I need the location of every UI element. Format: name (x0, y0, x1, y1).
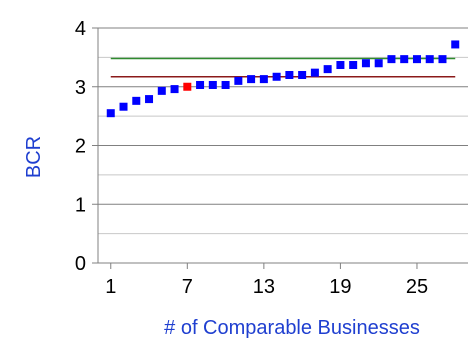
data-point (221, 80, 230, 89)
data-point (132, 96, 141, 105)
data-point (259, 75, 268, 84)
axes (92, 27, 468, 269)
data-point (247, 75, 256, 84)
data-point (336, 61, 345, 70)
x-tick-label: 19 (329, 276, 351, 298)
x-tick-label: 7 (182, 276, 193, 298)
x-tick-label: 1 (105, 276, 116, 298)
y-axis-title: BCR (23, 136, 45, 178)
y-tick-label: 2 (75, 136, 86, 158)
y-tick-label: 0 (75, 253, 86, 275)
data-points (106, 40, 460, 118)
data-point (400, 55, 409, 64)
data-point (451, 40, 460, 49)
highlighted-data-point (183, 82, 192, 91)
x-tick-label: 13 (253, 276, 275, 298)
data-point (412, 55, 421, 64)
data-point (196, 80, 205, 89)
data-point (285, 71, 294, 79)
data-point (425, 55, 434, 64)
data-point (361, 59, 370, 68)
data-point (170, 85, 179, 94)
gridlines (98, 27, 468, 235)
data-point (298, 71, 307, 79)
x-tick-label: 25 (406, 276, 428, 298)
y-tick-label: 4 (75, 18, 86, 40)
data-point (119, 102, 128, 111)
data-point (234, 76, 243, 85)
data-point (349, 61, 358, 70)
y-tick-label: 3 (75, 77, 86, 99)
data-point (323, 65, 332, 74)
axis-titles: BCR # of Comparable Businesses (23, 136, 420, 339)
data-point (310, 68, 319, 77)
data-point (374, 59, 383, 68)
data-point (438, 55, 447, 64)
data-point (145, 95, 154, 104)
reference-lines (110, 57, 456, 78)
data-point (272, 72, 281, 81)
data-point (387, 55, 396, 64)
data-point (157, 86, 166, 95)
x-axis-title: # of Comparable Businesses (164, 317, 420, 339)
y-tick-label: 1 (75, 194, 86, 216)
data-point (106, 109, 115, 118)
data-point (208, 80, 217, 89)
